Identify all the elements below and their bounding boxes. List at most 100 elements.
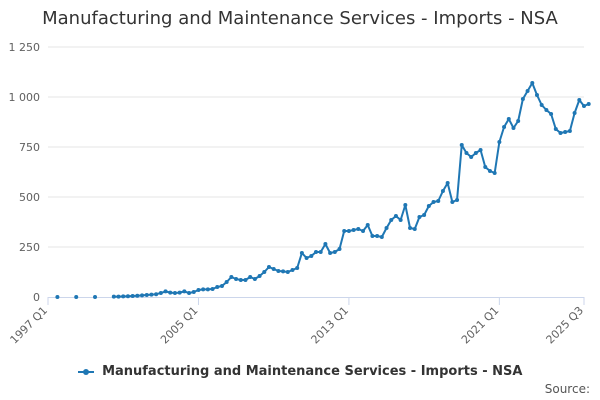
data-point[interactable] bbox=[262, 270, 267, 274]
data-point[interactable] bbox=[276, 269, 281, 273]
data-point[interactable] bbox=[379, 235, 384, 239]
data-point[interactable] bbox=[586, 102, 591, 106]
data-point[interactable] bbox=[370, 234, 375, 238]
data-point[interactable] bbox=[539, 103, 544, 107]
data-point[interactable] bbox=[172, 291, 177, 295]
data-point[interactable] bbox=[243, 278, 248, 282]
data-point[interactable] bbox=[356, 227, 361, 231]
data-point[interactable] bbox=[135, 293, 140, 298]
data-point[interactable] bbox=[483, 165, 488, 169]
data-point[interactable] bbox=[426, 204, 431, 208]
data-point[interactable] bbox=[440, 189, 445, 193]
data-point[interactable] bbox=[234, 277, 239, 281]
legend[interactable]: Manufacturing and Maintenance Services -… bbox=[0, 364, 600, 379]
data-point[interactable] bbox=[365, 223, 370, 227]
data-point[interactable] bbox=[478, 148, 483, 152]
data-point[interactable] bbox=[93, 295, 98, 299]
data-point[interactable] bbox=[516, 119, 521, 123]
data-point[interactable] bbox=[506, 117, 511, 121]
data-point[interactable] bbox=[398, 218, 403, 222]
data-point[interactable] bbox=[177, 290, 182, 295]
data-point[interactable] bbox=[290, 268, 295, 272]
data-point[interactable] bbox=[455, 198, 460, 202]
data-point[interactable] bbox=[201, 287, 206, 292]
data-point[interactable] bbox=[422, 213, 427, 217]
data-point[interactable] bbox=[281, 269, 286, 274]
data-point[interactable] bbox=[412, 227, 417, 231]
data-point[interactable] bbox=[257, 274, 262, 278]
data-point[interactable] bbox=[346, 229, 351, 233]
data-point[interactable] bbox=[187, 291, 192, 295]
data-point[interactable] bbox=[436, 199, 441, 203]
data-point[interactable] bbox=[520, 97, 525, 101]
data-point[interactable] bbox=[219, 284, 224, 288]
data-point[interactable] bbox=[487, 169, 492, 173]
data-point[interactable] bbox=[210, 287, 215, 291]
data-point[interactable] bbox=[558, 131, 563, 135]
data-point[interactable] bbox=[182, 289, 187, 294]
data-point[interactable] bbox=[530, 81, 535, 85]
data-point[interactable] bbox=[144, 293, 149, 297]
data-point[interactable] bbox=[140, 293, 145, 298]
data-point[interactable] bbox=[271, 267, 276, 271]
data-point[interactable] bbox=[163, 289, 168, 294]
data-point[interactable] bbox=[337, 247, 342, 251]
data-point[interactable] bbox=[295, 266, 300, 270]
data-point[interactable] bbox=[248, 275, 253, 279]
data-point[interactable] bbox=[130, 294, 135, 298]
data-point[interactable] bbox=[534, 93, 539, 97]
data-point[interactable] bbox=[215, 285, 220, 289]
data-point[interactable] bbox=[577, 98, 582, 102]
data-point[interactable] bbox=[74, 295, 79, 299]
data-point[interactable] bbox=[332, 250, 337, 254]
data-point[interactable] bbox=[299, 251, 304, 255]
data-point[interactable] bbox=[403, 203, 408, 207]
data-point[interactable] bbox=[431, 200, 436, 204]
data-point[interactable] bbox=[464, 151, 469, 155]
data-point[interactable] bbox=[553, 127, 558, 131]
data-point[interactable] bbox=[445, 181, 450, 185]
data-point[interactable] bbox=[342, 229, 347, 233]
data-point[interactable] bbox=[323, 242, 328, 246]
data-point[interactable] bbox=[473, 151, 478, 155]
data-point[interactable] bbox=[285, 270, 290, 274]
data-point[interactable] bbox=[502, 125, 507, 129]
data-point[interactable] bbox=[318, 250, 323, 254]
data-point[interactable] bbox=[116, 294, 121, 299]
data-point[interactable] bbox=[389, 218, 394, 222]
data-point[interactable] bbox=[328, 251, 333, 255]
data-point[interactable] bbox=[314, 250, 318, 254]
data-point[interactable] bbox=[511, 126, 516, 130]
data-point[interactable] bbox=[567, 129, 572, 133]
data-point[interactable] bbox=[149, 292, 154, 297]
data-point[interactable] bbox=[375, 234, 380, 238]
data-point[interactable] bbox=[393, 214, 398, 218]
data-point[interactable] bbox=[229, 275, 234, 279]
data-point[interactable] bbox=[361, 229, 366, 233]
data-point[interactable] bbox=[469, 155, 474, 159]
data-point[interactable] bbox=[154, 292, 159, 297]
data-point[interactable] bbox=[55, 295, 60, 299]
data-point[interactable] bbox=[459, 143, 464, 147]
data-point[interactable] bbox=[191, 290, 196, 294]
data-point[interactable] bbox=[544, 108, 549, 112]
data-point[interactable] bbox=[266, 265, 271, 269]
data-point[interactable] bbox=[384, 226, 389, 230]
data-point[interactable] bbox=[549, 112, 554, 116]
data-point[interactable] bbox=[492, 171, 497, 175]
data-point[interactable] bbox=[252, 277, 257, 281]
data-point[interactable] bbox=[572, 111, 577, 115]
data-point[interactable] bbox=[450, 200, 455, 204]
data-point[interactable] bbox=[563, 130, 568, 134]
data-point[interactable] bbox=[158, 291, 163, 295]
data-point[interactable] bbox=[196, 288, 201, 292]
data-point[interactable] bbox=[168, 290, 173, 295]
data-point[interactable] bbox=[309, 254, 314, 258]
data-point[interactable] bbox=[121, 294, 126, 299]
data-point[interactable] bbox=[224, 280, 229, 284]
data-point[interactable] bbox=[525, 89, 530, 93]
data-point[interactable] bbox=[582, 104, 586, 108]
data-point[interactable] bbox=[304, 256, 309, 260]
data-point[interactable] bbox=[238, 278, 243, 282]
data-point[interactable] bbox=[408, 226, 413, 230]
